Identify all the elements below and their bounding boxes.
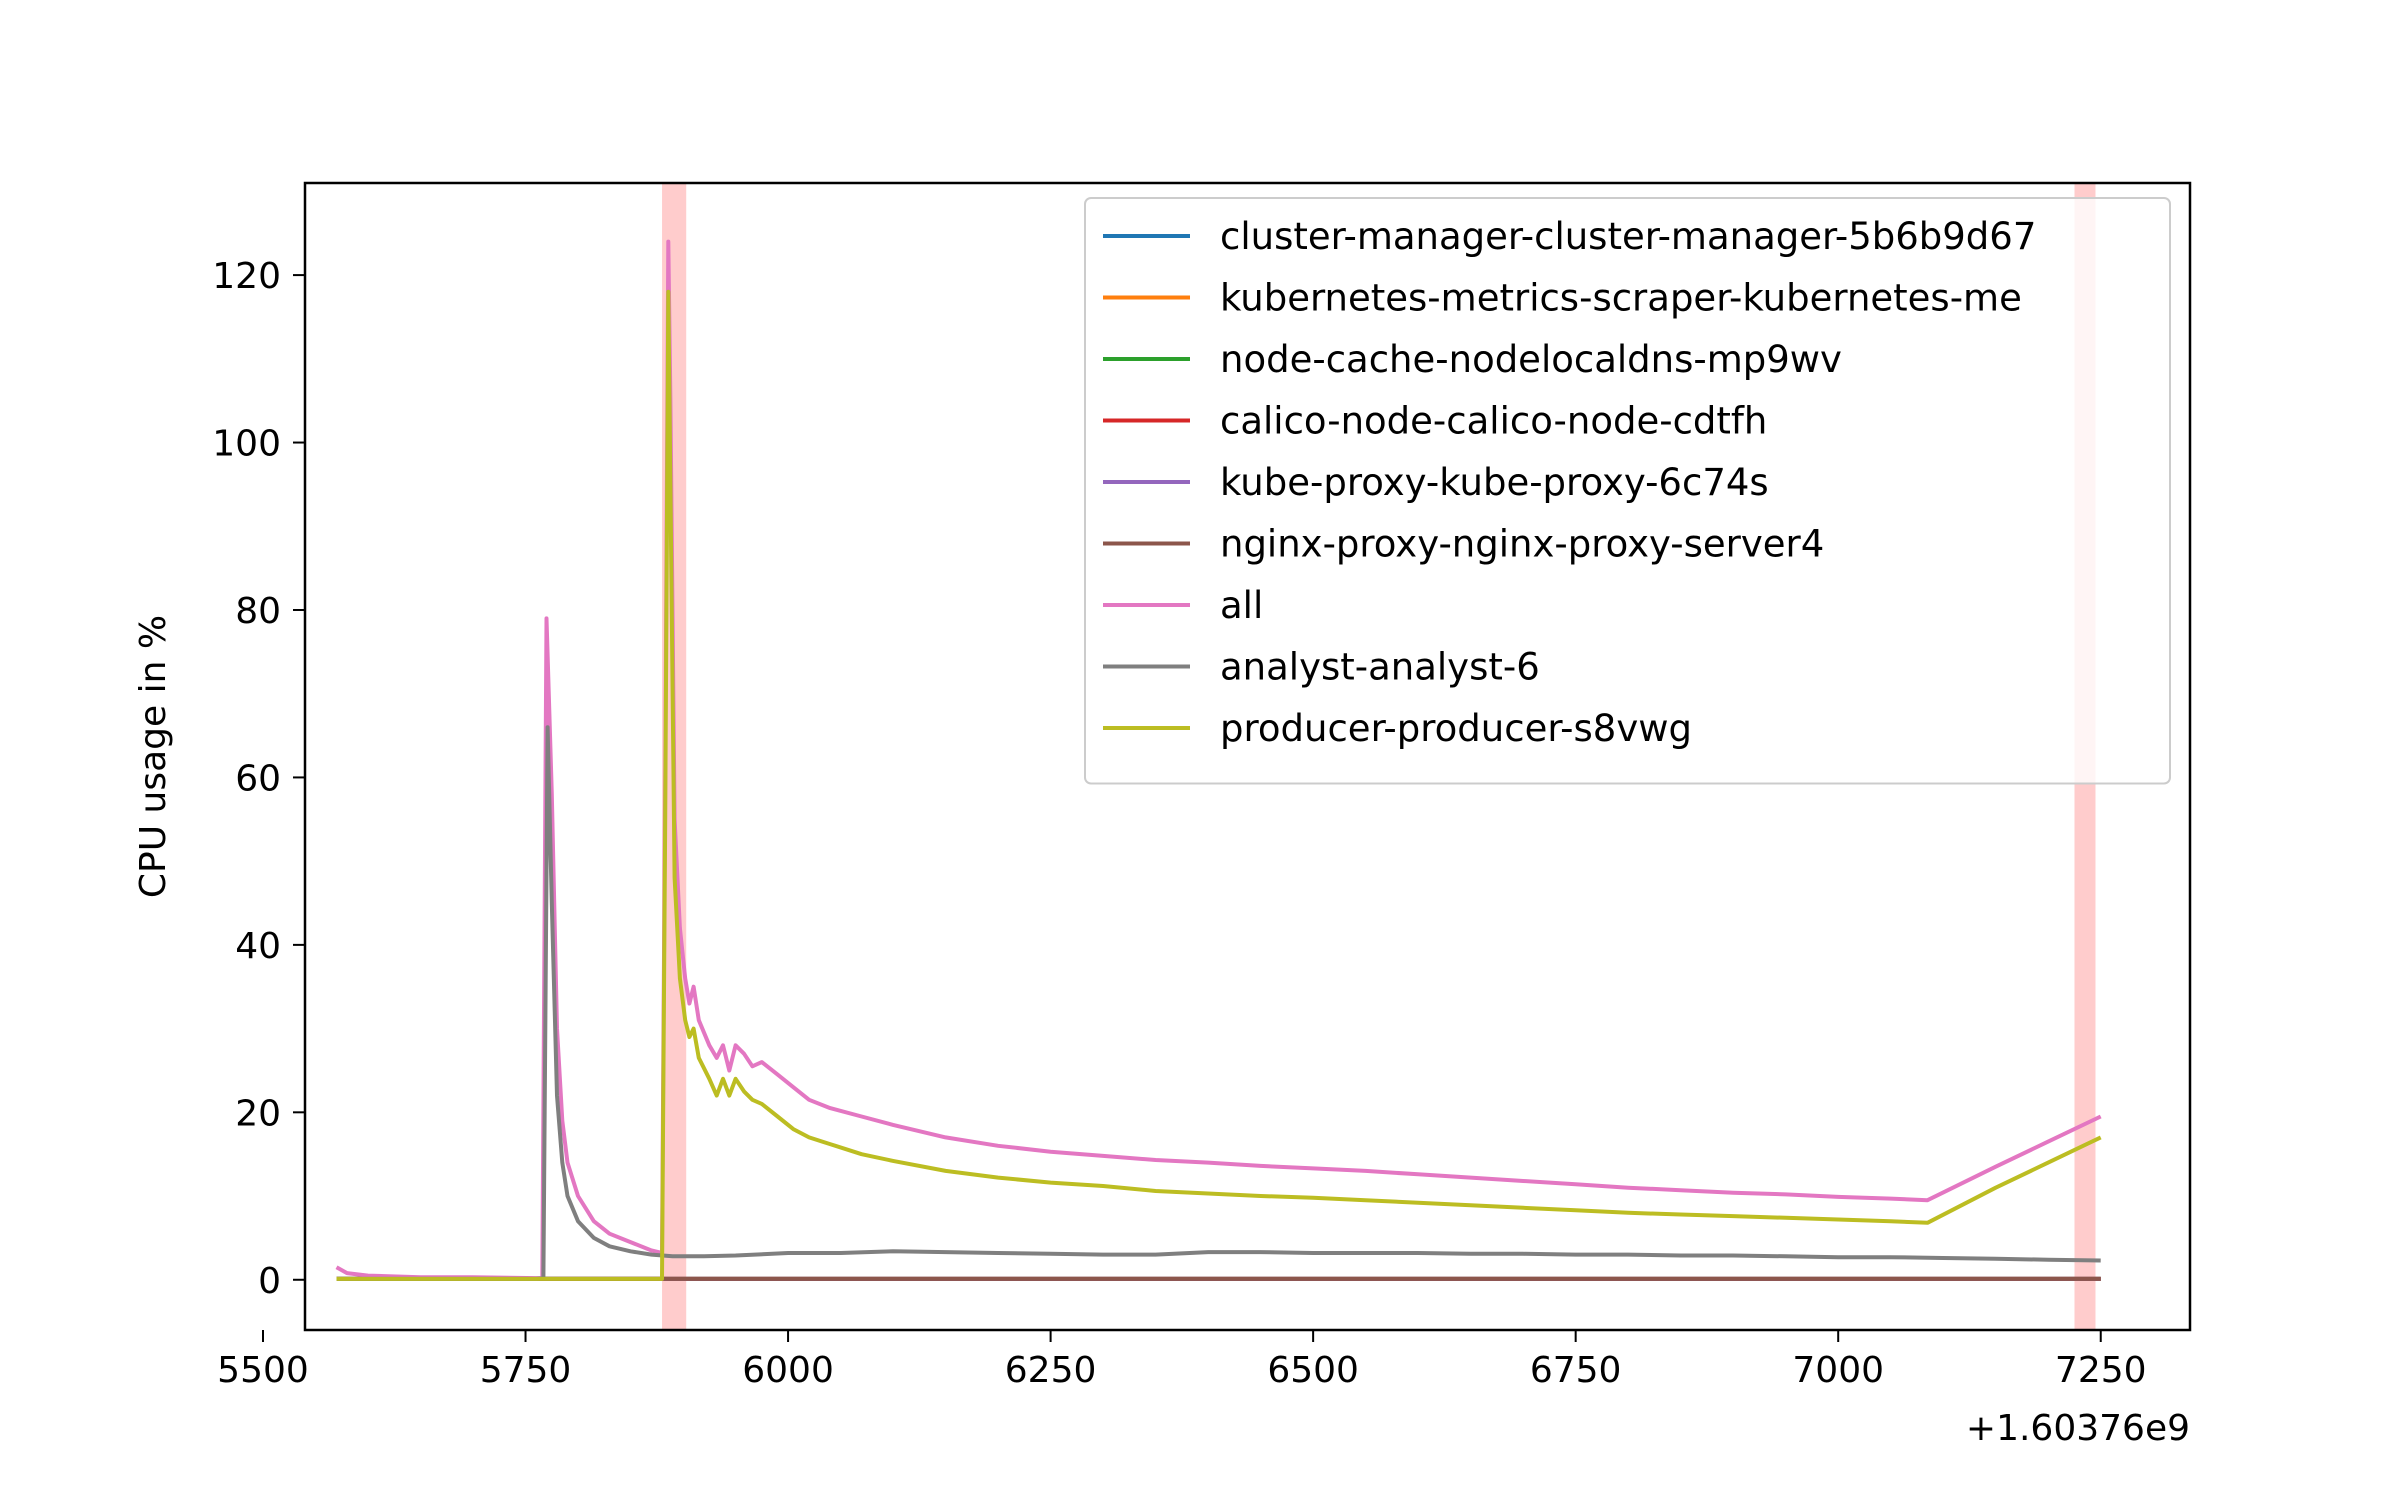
x-axis-offset-text: +1.60376e9 <box>1966 1408 2190 1449</box>
y-tick-label-60: 60 <box>235 758 281 799</box>
legend-label-analyst-analyst-6: analyst-analyst-6 <box>1220 646 1540 689</box>
x-tick-label-6750: 6750 <box>1530 1350 1622 1391</box>
legend-label-calico-node-calico-node-cdtfh: calico-node-calico-node-cdtfh <box>1220 400 1767 443</box>
y-tick-label-120: 120 <box>212 256 281 297</box>
legend-label-nginx-proxy-nginx-proxy-server4: nginx-proxy-nginx-proxy-server4 <box>1220 523 1824 566</box>
legend-label-all: all <box>1220 584 1263 627</box>
x-axis: 5500 5750 6000 6250 6500 6750 7000 7250 <box>217 1330 2147 1391</box>
series-line-all <box>335 239 2102 1281</box>
y-axis-label: CPU usage in % <box>133 615 174 898</box>
legend-label-kube-proxy-kube-proxy-6c74s: kube-proxy-kube-proxy-6c74s <box>1220 461 1769 504</box>
series-line-analyst-analyst-6 <box>336 725 2101 1281</box>
y-tick-label-20: 20 <box>235 1093 281 1134</box>
x-tick-label-6250: 6250 <box>1005 1350 1097 1391</box>
y-tick-label-80: 80 <box>235 591 281 632</box>
x-tick-label-5750: 5750 <box>480 1350 572 1391</box>
x-tick-label-5500: 5500 <box>217 1350 309 1391</box>
y-tick-label-0: 0 <box>258 1261 281 1302</box>
legend-label-kubernetes-metrics-scraper-kubernetes-me: kubernetes-metrics-scraper-kubernetes-me <box>1220 277 2022 320</box>
series-line-producer-producer-s8vwg <box>336 289 2102 1281</box>
y-axis: 0 20 40 60 80 100 120 <box>212 256 305 1302</box>
legend-label-cluster-manager-cluster-manager-5b6b9d67: cluster-manager-cluster-manager-5b6b9d67 <box>1220 215 2036 258</box>
x-tick-label-6500: 6500 <box>1267 1350 1359 1391</box>
legend-label-producer-producer-s8vwg: producer-producer-s8vwg <box>1220 707 1692 750</box>
legend-frame <box>1084 197 2171 785</box>
y-tick-label-100: 100 <box>212 424 281 465</box>
x-tick-label-7000: 7000 <box>1792 1350 1884 1391</box>
legend-label-node-cache-nodelocaldns-mp9wv: node-cache-nodelocaldns-mp9wv <box>1220 338 1842 381</box>
series-lines <box>335 239 2102 1281</box>
y-tick-label-40: 40 <box>235 926 281 967</box>
x-tick-label-6000: 6000 <box>742 1350 834 1391</box>
plot-frame <box>303 181 2192 1332</box>
legend: cluster-manager-cluster-manager-5b6b9d67… <box>1084 197 2171 785</box>
x-tick-label-7250: 7250 <box>2055 1350 2147 1391</box>
